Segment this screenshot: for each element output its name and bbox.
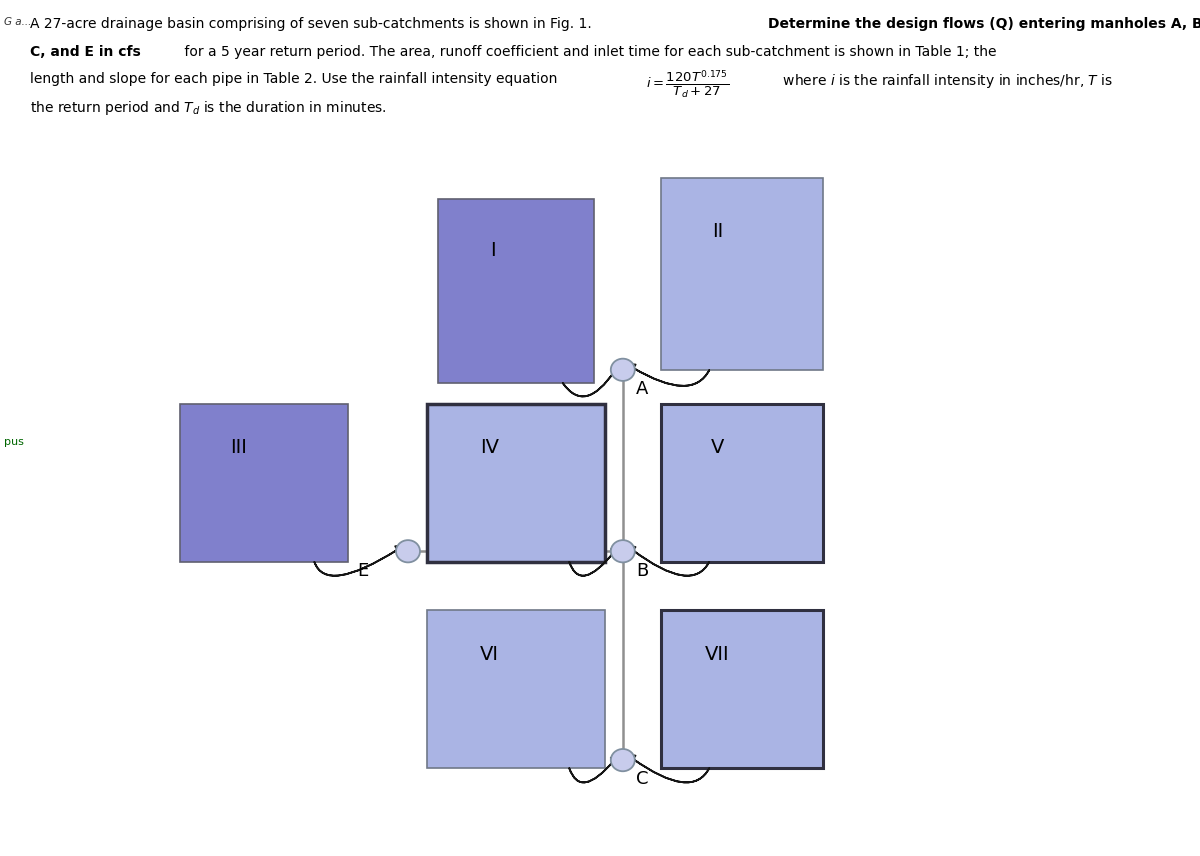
Text: G a...: G a... xyxy=(4,17,31,27)
Text: II: II xyxy=(712,222,722,241)
Ellipse shape xyxy=(611,540,635,562)
Text: for a 5 year return period. The area, runoff coefficient and inlet time for each: for a 5 year return period. The area, ru… xyxy=(180,45,996,58)
Text: VII: VII xyxy=(704,645,730,663)
Text: $i = \dfrac{120T^{0.175}}{T_d+27}$: $i = \dfrac{120T^{0.175}}{T_d+27}$ xyxy=(646,68,728,100)
Text: the return period and $T_d$ is the duration in minutes.: the return period and $T_d$ is the durat… xyxy=(30,99,386,117)
Bar xyxy=(180,404,348,562)
Text: C: C xyxy=(636,770,648,788)
Bar xyxy=(661,609,823,769)
Text: A: A xyxy=(636,380,648,398)
Text: Determine the design flows (Q) entering manholes A, B,: Determine the design flows (Q) entering … xyxy=(768,17,1200,31)
Text: IV: IV xyxy=(480,438,499,457)
FancyArrowPatch shape xyxy=(626,545,709,576)
FancyArrowPatch shape xyxy=(626,754,709,782)
Bar xyxy=(427,404,605,562)
FancyArrowPatch shape xyxy=(563,364,619,396)
Bar xyxy=(438,199,594,383)
Ellipse shape xyxy=(611,749,635,771)
Text: pus: pus xyxy=(4,437,24,447)
Text: B: B xyxy=(636,562,648,580)
Text: A 27-acre drainage basin comprising of seven sub-catchments is shown in Fig. 1.: A 27-acre drainage basin comprising of s… xyxy=(30,17,596,31)
Bar xyxy=(661,404,823,562)
FancyArrowPatch shape xyxy=(626,364,709,386)
Bar xyxy=(427,609,605,769)
Text: III: III xyxy=(230,438,247,457)
Text: V: V xyxy=(710,438,724,457)
Text: I: I xyxy=(490,241,496,260)
Text: where $i$ is the rainfall intensity in inches/hr, $T$ is: where $i$ is the rainfall intensity in i… xyxy=(774,72,1114,90)
Ellipse shape xyxy=(396,540,420,562)
Text: C, and E in cfs: C, and E in cfs xyxy=(30,45,140,58)
Text: length and slope for each pipe in Table 2. Use the rainfall intensity equation: length and slope for each pipe in Table … xyxy=(30,72,562,86)
FancyArrowPatch shape xyxy=(314,545,404,576)
Text: VI: VI xyxy=(480,645,499,663)
Bar xyxy=(661,178,823,370)
FancyArrowPatch shape xyxy=(569,545,619,576)
Text: E: E xyxy=(358,562,368,580)
Ellipse shape xyxy=(611,359,635,381)
FancyArrowPatch shape xyxy=(569,754,619,782)
